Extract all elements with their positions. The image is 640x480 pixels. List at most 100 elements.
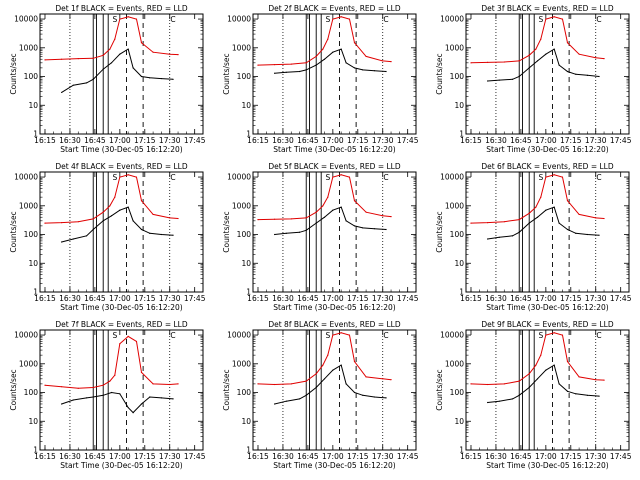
xtick-label: 17:00	[322, 294, 344, 303]
detector-panel-7: Det 7f BLACK = Events, RED = LLD 1 10 100 10…	[9, 320, 206, 470]
flag-annotation: C	[170, 15, 175, 24]
series-point-lld	[77, 58, 79, 60]
series-point-events	[362, 69, 364, 71]
yaxis-label: Counts/sec	[222, 369, 231, 410]
xtick-label: 17:15	[347, 136, 369, 145]
series-point-lld	[340, 16, 342, 18]
series-point-events	[528, 222, 530, 224]
series-line-lld	[44, 16, 179, 61]
series-point-lld	[315, 55, 317, 58]
series-point-lld	[61, 58, 63, 60]
series-point-events	[586, 74, 589, 76]
ytick-label: 1000	[19, 43, 38, 52]
series-point-lld	[119, 18, 121, 20]
series-point-lld	[274, 64, 276, 66]
series-point-events	[558, 222, 560, 224]
series-point-events	[323, 378, 326, 380]
series-point-lld	[382, 378, 384, 380]
ytick-label: 1000	[232, 43, 251, 52]
series-point-lld	[553, 16, 555, 18]
series-point-events	[172, 398, 174, 400]
series-point-events	[305, 69, 307, 71]
series-point-lld	[44, 384, 46, 386]
series-point-lld	[503, 221, 505, 223]
series-point-events	[132, 220, 134, 222]
series-point-lld	[257, 219, 259, 221]
series-point-lld	[119, 343, 121, 345]
series-point-events	[72, 84, 74, 86]
series-point-events	[149, 232, 151, 234]
series-line-events	[61, 48, 174, 93]
yaxis-label: Counts/sec	[9, 211, 18, 252]
xtick-label: 16:15	[34, 294, 56, 303]
xaxis-label: Start Time (30-Dec-05 16:12:20)	[273, 303, 395, 312]
ytick-label: 10	[28, 101, 38, 110]
xtick-label: 16:45	[510, 294, 532, 303]
series-point-events	[298, 231, 301, 233]
series-point-lld	[332, 334, 334, 336]
xtick-label: 16:30	[272, 452, 294, 461]
series-point-lld	[535, 48, 537, 50]
series-point-events	[558, 64, 560, 66]
panel-title: Det 7f BLACK = Events, RED = LLD	[55, 320, 188, 329]
ytick-label: 1000	[19, 359, 38, 368]
series-point-events	[586, 233, 589, 236]
ytick-label: 10000	[440, 331, 464, 340]
series-line-lld	[470, 16, 605, 64]
detector-panel-1: Det 1f BLACK = Events, RED = LLD 1 10 100 10…	[9, 4, 206, 154]
series-point-lld	[332, 18, 334, 20]
series-point-lld	[553, 174, 555, 176]
detector-panel-3: Det 3f BLACK = Events, RED = LLD 1 10 100 10…	[435, 4, 632, 154]
series-line-lld	[470, 174, 605, 224]
series-point-events	[285, 232, 287, 234]
ytick-label: 10000	[227, 15, 251, 24]
series-point-lld	[353, 200, 356, 202]
series-point-events	[566, 70, 569, 73]
series-point-events	[119, 393, 121, 395]
ytick-label: 100	[237, 230, 252, 239]
series-point-events	[102, 394, 104, 396]
plot-frame	[465, 171, 630, 293]
series-point-events	[110, 391, 113, 394]
ytick-label: 1	[33, 288, 38, 297]
series-point-events	[487, 401, 489, 404]
series-point-events	[553, 206, 555, 208]
series-point-lld	[390, 61, 392, 63]
series-point-events	[160, 397, 163, 399]
xtick-label: 16:45	[84, 452, 106, 461]
xtick-label: 17:00	[535, 294, 557, 303]
ytick-label: 10	[241, 259, 251, 268]
series-point-events	[305, 229, 307, 231]
series-point-events	[586, 394, 589, 396]
series-point-lld	[315, 373, 317, 375]
flag-annotation: C	[383, 173, 388, 182]
yaxis-label: Counts/sec	[435, 53, 444, 94]
yaxis-label: Counts/sec	[435, 211, 444, 252]
series-point-lld	[290, 63, 292, 65]
series-point-lld	[44, 59, 46, 61]
series-point-lld	[140, 42, 143, 44]
xaxis-label: Start Time (30-Dec-05 16:12:20)	[273, 461, 395, 470]
series-point-events	[132, 412, 134, 414]
series-point-lld	[348, 176, 351, 178]
xtick-label: 17:45	[184, 136, 206, 145]
plot-frame	[39, 13, 204, 135]
flag-annotation: C	[170, 173, 175, 182]
series-point-events	[149, 77, 151, 79]
xaxis-label: Start Time (30-Dec-05 16:12:20)	[486, 145, 608, 154]
series-point-events	[511, 235, 514, 237]
series-point-events	[353, 67, 356, 69]
series-point-lld	[274, 383, 276, 386]
yaxis-label: Counts/sec	[222, 211, 231, 252]
series-point-lld	[109, 48, 111, 50]
series-point-events	[545, 53, 547, 55]
series-line-events	[487, 206, 600, 240]
xtick-label: 16:45	[510, 452, 532, 461]
xtick-label: 16:15	[34, 452, 56, 461]
ytick-label: 100	[450, 388, 465, 397]
flag-annotation: C	[170, 331, 175, 340]
detector-panel-8: Det 8f BLACK = Events, RED = LLD 1 10 100 10…	[222, 320, 419, 470]
series-point-events	[127, 206, 129, 208]
series-point-events	[340, 48, 342, 50]
xtick-label: 17:00	[322, 136, 344, 145]
